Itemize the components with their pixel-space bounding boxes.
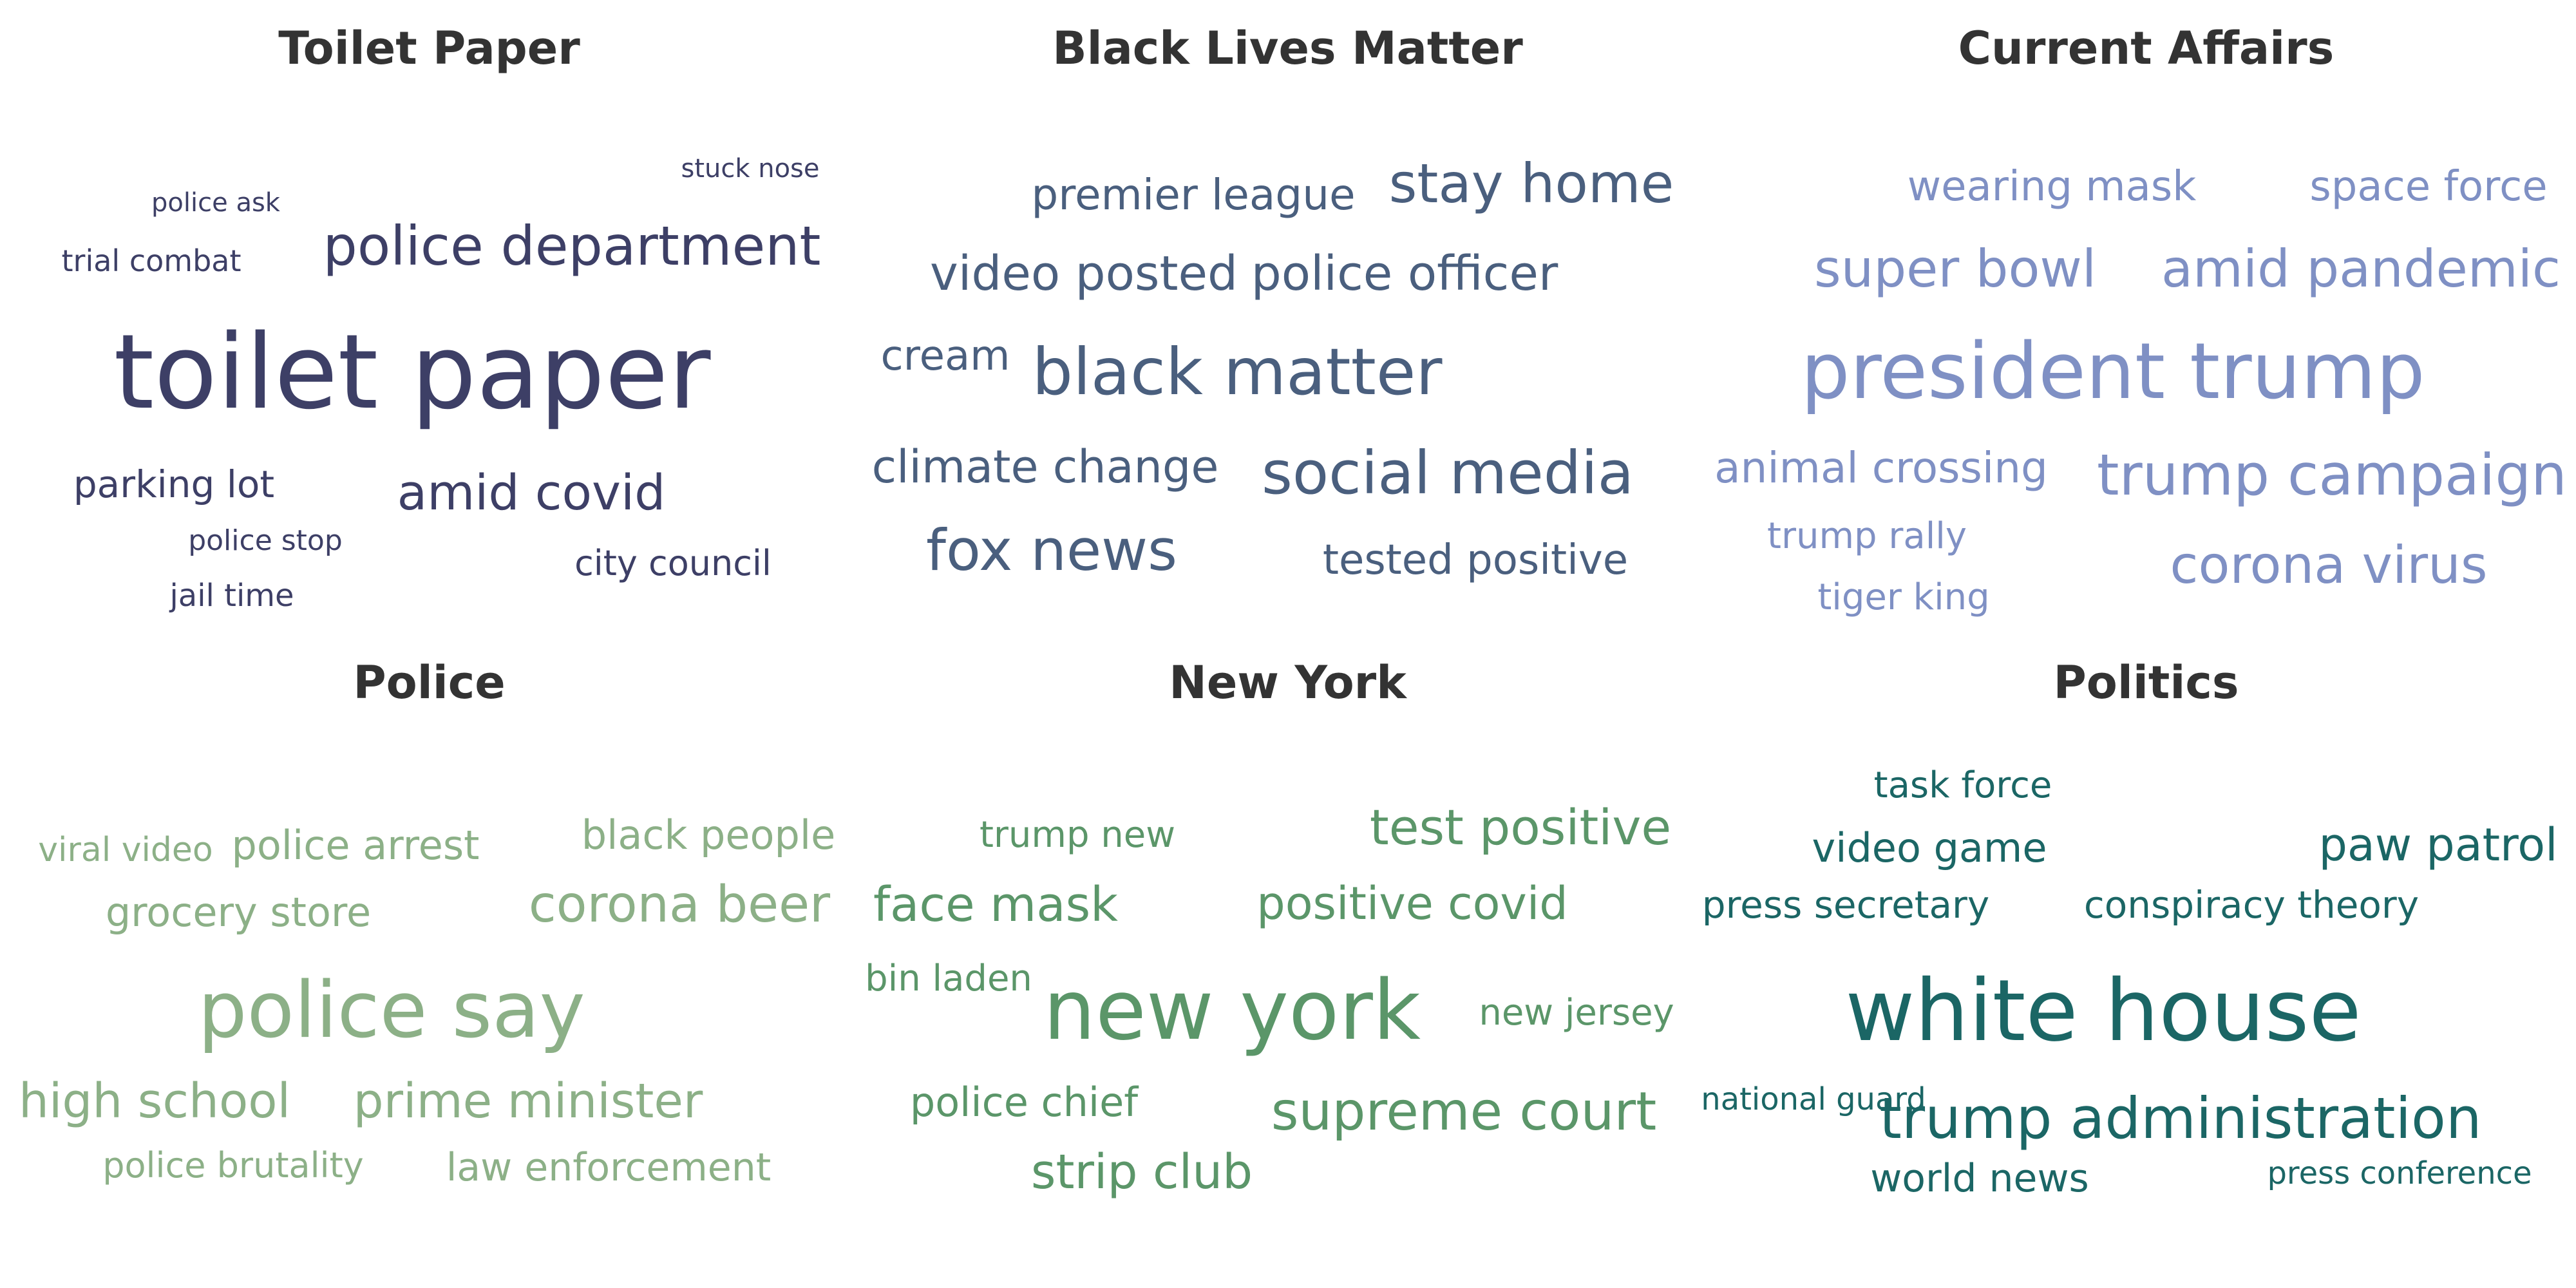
cloud-word: world news (1870, 1156, 2089, 1201)
cloud-word: task force (1873, 764, 2052, 806)
cloud-word: president trump (1801, 327, 2425, 417)
cloud-word: super bowl (1814, 239, 2097, 299)
cloud-word: wearing mask (1907, 163, 2197, 211)
cloud-word: trump campaign (2097, 442, 2567, 508)
cloud-word: high school (18, 1074, 291, 1129)
cloud-word: national guard (1701, 1081, 1926, 1117)
cloud-title: Black Lives Matter (1052, 22, 1523, 75)
cloud-word: trump rally (1767, 515, 1967, 557)
cloud-word: press conference (2267, 1155, 2532, 1191)
cloud-word: police department (323, 214, 821, 278)
cloud-word: tiger king (1817, 576, 1990, 618)
cloud-title: Politics (2053, 656, 2239, 709)
cloud-title: New York (1169, 656, 1406, 709)
cloud-word: police officer (1251, 246, 1558, 301)
cloud-word: police stop (188, 524, 343, 557)
cloud-word: police arrest (231, 822, 480, 869)
cloud-word: police ask (151, 188, 280, 218)
cloud-word: stuck nose (681, 154, 820, 184)
cloud-word: police say (198, 966, 585, 1056)
cloud-word: grocery store (105, 889, 372, 936)
cloud-word: jail time (169, 578, 294, 614)
cloud-word: social media (1261, 439, 1634, 507)
cloud-word: viral video (38, 831, 213, 869)
word-cloud-current-affairs: Current Affairs wearing mask space force… (1714, 0, 2575, 631)
cloud-title: Police (353, 656, 506, 709)
cloud-word: police brutality (102, 1145, 364, 1186)
cloud-word: stay home (1388, 152, 1674, 215)
cloud-word: amid covid (397, 464, 666, 521)
cloud-word: positive covid (1256, 877, 1568, 930)
word-cloud-black-lives-matter: Black Lives Matter premier league stay h… (858, 0, 1717, 631)
word-cloud-new-york: New York trump new test positive face ma… (858, 634, 1717, 1265)
cloud-title: Current Affairs (1958, 22, 2334, 75)
cloud-word: new jersey (1479, 992, 1674, 1034)
cloud-word: black matter (1032, 334, 1443, 410)
cloud-word: premier league (1031, 170, 1356, 220)
cloud-word: face mask (873, 877, 1118, 933)
cloud-word: strip club (1030, 1144, 1253, 1200)
cloud-word: animal crossing (1714, 443, 2048, 493)
word-cloud-politics: Politics task force video game paw patro… (1701, 634, 2575, 1265)
cloud-word: corona beer (528, 876, 831, 934)
cloud-word: press secretary (1701, 883, 1990, 927)
cloud-word: law enforcement (446, 1145, 772, 1190)
cloud-word: police chief (909, 1079, 1139, 1126)
cloud-title: Toilet Paper (278, 22, 580, 75)
cloud-word: amid pandemic (2161, 239, 2561, 299)
cloud-word: trial combat (61, 243, 242, 278)
cloud-word: climate change (871, 440, 1219, 493)
cloud-word: conspiracy theory (2083, 883, 2420, 927)
word-cloud-toilet-paper: Toilet Paper stuck nose police ask trial… (0, 0, 858, 631)
cloud-word: video posted (930, 246, 1238, 301)
cloud-word: video game (1812, 824, 2047, 871)
cloud-word: tested positive (1322, 536, 1629, 584)
cloud-word: city council (574, 543, 772, 583)
cloud-word: parking lot (73, 462, 275, 506)
cloud-word: cream (880, 332, 1010, 380)
cloud-word: test positive (1369, 799, 1672, 856)
word-cloud-police: Police viral video police arrest black p… (0, 634, 858, 1265)
cloud-word: fox news (926, 517, 1177, 583)
cloud-word: trump new (979, 814, 1176, 856)
cloud-word: paw patrol (2318, 819, 2558, 871)
cloud-word: toilet paper (113, 312, 711, 432)
cloud-word: new york (1043, 963, 1421, 1059)
cloud-word: bin laden (865, 958, 1032, 999)
cloud-word: corona virus (2170, 535, 2488, 595)
cloud-word: prime minister (353, 1074, 703, 1129)
cloud-word: black people (581, 811, 836, 858)
cloud-word: trump administration (1879, 1085, 2482, 1151)
cloud-word: space force (2309, 163, 2548, 211)
cloud-word: supreme court (1271, 1081, 1657, 1142)
cloud-word: white house (1845, 961, 2362, 1061)
